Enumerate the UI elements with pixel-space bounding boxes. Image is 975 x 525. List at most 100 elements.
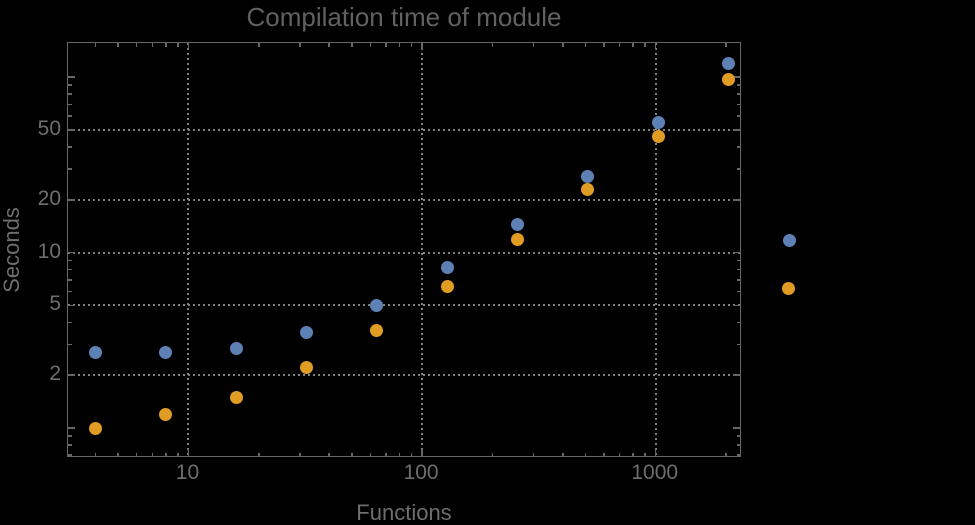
x-tick-mark bbox=[584, 43, 587, 47]
x-tick-mark bbox=[632, 43, 634, 47]
x-tick-mark bbox=[385, 43, 387, 47]
x-tick-mark bbox=[94, 43, 97, 47]
x-tick-mark bbox=[328, 452, 330, 456]
x-tick-mark bbox=[94, 452, 97, 456]
x-tick-mark bbox=[603, 452, 605, 456]
x-tick-mark bbox=[151, 43, 154, 47]
y-tick-mark bbox=[68, 321, 72, 324]
y-tick-mark bbox=[68, 279, 72, 281]
y-tick-mark bbox=[736, 103, 740, 106]
data-point-series-1-blue bbox=[721, 56, 735, 70]
data-point-series-2-orange bbox=[651, 129, 665, 143]
y-tick-mark bbox=[68, 427, 75, 429]
data-point-series-1-blue bbox=[440, 261, 454, 275]
x-tick-mark bbox=[187, 449, 190, 456]
x-tick-mark bbox=[385, 452, 387, 456]
y-tick-mark bbox=[736, 259, 740, 262]
y-tick-mark bbox=[736, 435, 740, 437]
x-tick-mark bbox=[725, 43, 727, 47]
data-point-series-2-orange bbox=[300, 361, 313, 375]
x-tick-mark bbox=[421, 43, 423, 50]
x-tick-mark bbox=[258, 43, 260, 47]
y-tick-mark bbox=[68, 374, 75, 376]
data-point-series-2-orange bbox=[721, 72, 735, 86]
data-point-series-1-blue bbox=[159, 345, 173, 359]
x-tick-mark bbox=[187, 43, 190, 50]
x-tick-mark bbox=[644, 43, 646, 47]
data-point-series-2-orange bbox=[440, 280, 454, 294]
y-tick-mark bbox=[68, 444, 72, 446]
data-point-series-1-blue bbox=[370, 298, 384, 312]
x-tick-mark bbox=[532, 452, 535, 456]
x-tick-mark bbox=[299, 452, 301, 456]
data-point-series-1-blue bbox=[510, 218, 524, 232]
x-tick-mark bbox=[725, 452, 727, 456]
legend-marker-series2 bbox=[782, 282, 795, 295]
x-tick-mark bbox=[135, 43, 138, 47]
y-gridline bbox=[68, 374, 740, 377]
x-tick-mark bbox=[644, 452, 646, 456]
x-tick-mark bbox=[562, 43, 564, 47]
x-gridline bbox=[187, 43, 190, 456]
x-tick-mark bbox=[177, 43, 179, 47]
y-tick-mark bbox=[736, 279, 740, 281]
data-point-series-2-orange bbox=[370, 323, 384, 337]
x-tick-mark bbox=[562, 452, 564, 456]
x-tick-mark bbox=[351, 43, 353, 47]
y-tick-mark bbox=[736, 93, 740, 95]
y-tick-mark bbox=[733, 129, 740, 131]
y-gridline bbox=[68, 128, 740, 131]
y-tick-mark bbox=[68, 76, 75, 78]
y-tick-mark bbox=[736, 454, 740, 456]
y-tick-label: 2 bbox=[49, 362, 61, 386]
x-tick-mark bbox=[491, 452, 494, 456]
y-tick-label: 50 bbox=[37, 116, 61, 140]
y-tick-mark bbox=[736, 146, 740, 148]
x-tick-mark bbox=[258, 452, 260, 456]
data-point-series-2-orange bbox=[159, 407, 173, 421]
y-tick-mark bbox=[68, 93, 72, 95]
x-tick-mark bbox=[584, 452, 587, 456]
y-tick-mark bbox=[68, 129, 75, 131]
data-point-series-2-orange bbox=[510, 232, 524, 246]
x-tick-mark bbox=[532, 43, 535, 47]
y-tick-mark bbox=[68, 454, 72, 456]
y-tick-mark bbox=[736, 168, 740, 170]
data-point-series-1-blue bbox=[89, 345, 102, 359]
y-tick-mark bbox=[68, 199, 75, 201]
y-gridline bbox=[68, 251, 740, 254]
y-tick-mark bbox=[68, 168, 72, 170]
x-tick-mark bbox=[299, 43, 301, 47]
data-point-series-1-blue bbox=[229, 341, 243, 355]
x-tick-mark bbox=[654, 43, 657, 50]
data-point-series-1-blue bbox=[300, 326, 313, 340]
y-tick-mark bbox=[68, 268, 72, 271]
x-tick-label: 1000 bbox=[631, 461, 679, 484]
x-tick-mark bbox=[165, 43, 167, 47]
y-tick-mark bbox=[68, 435, 72, 437]
legend-marker-series1 bbox=[783, 234, 796, 247]
data-point-series-2-orange bbox=[89, 421, 102, 435]
y-tick-mark bbox=[68, 84, 72, 86]
data-point-series-1-blue bbox=[581, 170, 595, 184]
x-tick-mark bbox=[177, 452, 179, 456]
y-tick-mark bbox=[733, 427, 740, 429]
y-tick-mark bbox=[736, 268, 740, 271]
y-tick-mark bbox=[736, 290, 740, 293]
y-tick-mark bbox=[733, 251, 740, 254]
x-tick-mark bbox=[632, 452, 634, 456]
x-tick-mark bbox=[135, 452, 138, 456]
y-tick-mark bbox=[68, 304, 75, 307]
y-tick-mark bbox=[736, 84, 740, 86]
y-tick-mark bbox=[736, 444, 740, 446]
x-tick-mark bbox=[398, 452, 401, 456]
x-tick-mark bbox=[369, 43, 372, 47]
x-tick-mark bbox=[410, 452, 413, 456]
y-tick-mark bbox=[733, 374, 740, 376]
x-axis-label: Functions bbox=[356, 500, 452, 525]
x-tick-mark bbox=[421, 449, 423, 456]
y-gridline bbox=[68, 198, 740, 201]
y-tick-mark bbox=[68, 343, 72, 346]
x-gridline bbox=[421, 43, 424, 456]
